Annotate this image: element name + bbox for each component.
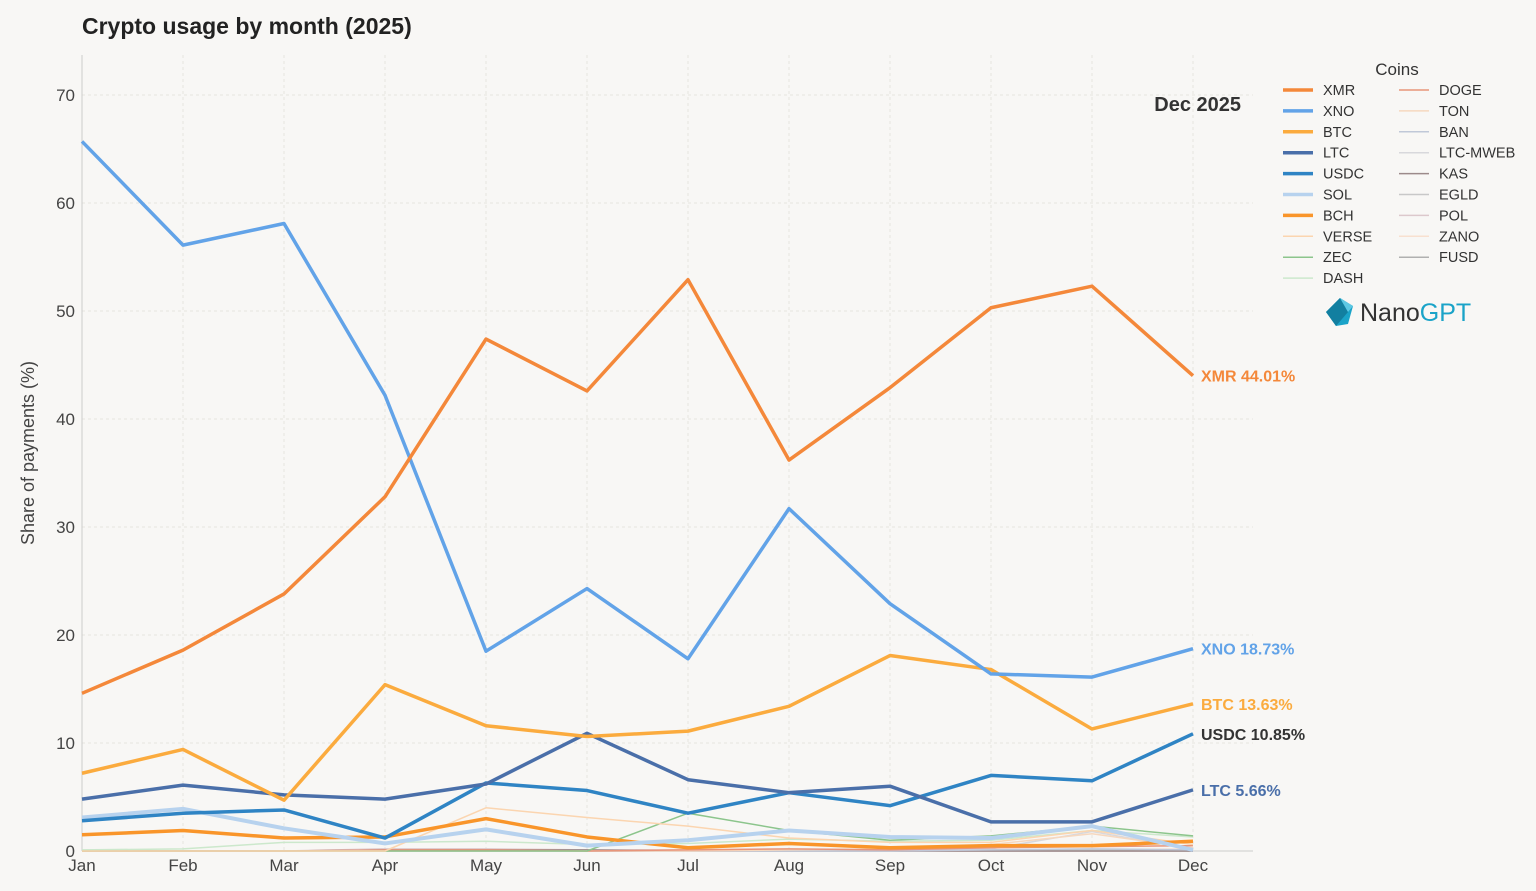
y-tick-label: 70 (56, 86, 75, 105)
x-tick-label: Mar (269, 856, 299, 875)
legend-label-bch: BCH (1323, 208, 1354, 224)
svg-text:NanoGPT: NanoGPT (1360, 299, 1471, 327)
chart-subtitle: Dec 2025 (1154, 94, 1241, 116)
y-tick-label: 10 (56, 734, 75, 753)
axes: 0 10 20 30 40 50 60 70 Jan Feb Mar Apr May Jun Jul Aug S… (56, 55, 1253, 875)
legend-label-zano: ZANO (1439, 229, 1479, 245)
x-tick-label: Feb (168, 856, 197, 875)
series-line-usdc (81, 732, 1194, 840)
x-tick-label: Aug (774, 856, 804, 875)
legend-label-usdc: USDC (1323, 167, 1364, 183)
y-axis-label: Share of payments (%) (18, 361, 38, 545)
end-label-ltc: LTC 5.66% (1201, 783, 1281, 800)
legend-label-egld: EGLD (1439, 188, 1479, 204)
series-line-btc (81, 653, 1194, 802)
series-lines (80, 140, 1195, 852)
series-line-sol (81, 806, 1194, 852)
end-label-xno: XNO 18.73% (1201, 642, 1294, 659)
end-label-btc: BTC 13.63% (1201, 697, 1293, 714)
nanogpt-logo: NanoGPT (1326, 298, 1471, 327)
legend-label-dash: DASH (1323, 271, 1363, 287)
legend-label-kas: KAS (1439, 167, 1468, 183)
x-tick-label: Jun (573, 856, 600, 875)
chart-title: Crypto usage by month (2025) (82, 13, 412, 39)
series-line-xno (80, 140, 1194, 679)
nanogpt-logo-icon (1326, 298, 1353, 326)
legend-label-ban: BAN (1439, 125, 1469, 141)
legend-label-sol: SOL (1323, 188, 1352, 204)
gridlines (81, 55, 1253, 851)
y-tick-label: 0 (66, 842, 75, 861)
series-line-xmr (81, 277, 1195, 695)
legend-label-ltc: LTC (1323, 146, 1349, 162)
x-tick-label: Sep (875, 856, 905, 875)
x-tick-label: Dec (1178, 856, 1209, 875)
legend-label-xno: XNO (1323, 104, 1354, 120)
y-tick-label: 20 (56, 626, 75, 645)
legend-label-zec: ZEC (1323, 250, 1352, 266)
end-labels: XMR 44.01% XNO 18.73% BTC 13.63% LTC 5.66% U… (1201, 369, 1305, 800)
logo-text-nano: Nano (1360, 299, 1420, 327)
x-tick-label: Apr (372, 856, 399, 875)
legend: Coins XMR XNO BTC LTC USDC SOL BCH VERSE ZEC DASH… (1283, 60, 1515, 287)
legend-label-xmr: XMR (1323, 83, 1355, 99)
x-tick-label: Jul (677, 856, 699, 875)
legend-label-verse: VERSE (1323, 229, 1372, 245)
x-tick-label: Jan (68, 856, 95, 875)
end-label-usdc: USDC 10.85% (1201, 727, 1305, 744)
legend-label-pol: POL (1439, 208, 1468, 224)
x-tick-label: Nov (1077, 856, 1108, 875)
series-line-verse (82, 807, 1194, 852)
y-tick-label: 50 (56, 302, 75, 321)
logo-text-gpt: GPT (1420, 299, 1471, 327)
x-tick-label: May (470, 856, 503, 875)
legend-label-doge: DOGE (1439, 83, 1482, 99)
y-tick-label: 30 (56, 518, 75, 537)
y-tick-label: 60 (56, 194, 75, 213)
legend-label-ltc-mweb: LTC-MWEB (1439, 146, 1515, 162)
x-tick-label: Oct (978, 856, 1005, 875)
legend-label-ton: TON (1439, 104, 1469, 120)
legend-label-fusd: FUSD (1439, 250, 1478, 266)
y-tick-label: 40 (56, 410, 75, 429)
legend-label-btc: BTC (1323, 125, 1352, 141)
legend-title: Coins (1375, 60, 1418, 79)
end-label-xmr: XMR 44.01% (1201, 369, 1295, 386)
